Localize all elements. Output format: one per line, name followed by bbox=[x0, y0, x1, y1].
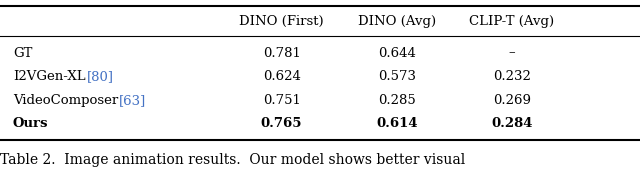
Text: 0.751: 0.751 bbox=[262, 94, 301, 107]
Text: CLIP-T (Avg): CLIP-T (Avg) bbox=[469, 15, 555, 28]
Text: 0.284: 0.284 bbox=[492, 117, 532, 130]
Text: 0.573: 0.573 bbox=[378, 70, 416, 83]
Text: Ours: Ours bbox=[13, 117, 48, 130]
Text: [63]: [63] bbox=[119, 94, 146, 107]
Text: 0.765: 0.765 bbox=[261, 117, 302, 130]
Text: DINO (First): DINO (First) bbox=[239, 15, 324, 28]
Text: [80]: [80] bbox=[87, 70, 114, 83]
Text: I2VGen-XL: I2VGen-XL bbox=[13, 70, 85, 83]
Text: 0.614: 0.614 bbox=[376, 117, 418, 130]
Text: 0.781: 0.781 bbox=[262, 47, 301, 60]
Text: GT: GT bbox=[13, 47, 32, 60]
Text: DINO (Avg): DINO (Avg) bbox=[358, 15, 436, 28]
Text: 0.232: 0.232 bbox=[493, 70, 531, 83]
Text: 0.285: 0.285 bbox=[378, 94, 415, 107]
Text: 0.269: 0.269 bbox=[493, 94, 531, 107]
Text: Table 2.  Image animation results.  Our model shows better visual: Table 2. Image animation results. Our mo… bbox=[0, 153, 465, 167]
Text: 0.624: 0.624 bbox=[262, 70, 301, 83]
Text: –: – bbox=[509, 47, 515, 60]
Text: VideoComposer: VideoComposer bbox=[13, 94, 118, 107]
Text: 0.644: 0.644 bbox=[378, 47, 416, 60]
